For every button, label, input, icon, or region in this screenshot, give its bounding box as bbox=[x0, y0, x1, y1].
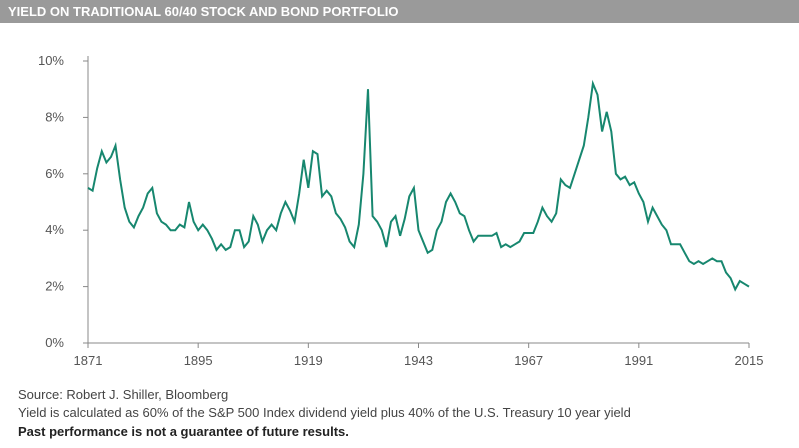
y-tick-label: 6% bbox=[45, 166, 64, 181]
y-tick-label: 2% bbox=[45, 279, 64, 294]
x-tick-label: 1895 bbox=[184, 353, 213, 368]
title-bar bbox=[0, 0, 799, 23]
y-tick-label: 0% bbox=[45, 335, 64, 350]
chart-title: YIELD ON TRADITIONAL 60/40 STOCK AND BON… bbox=[8, 4, 399, 19]
x-tick-label: 1967 bbox=[514, 353, 543, 368]
note: Yield is calculated as 60% of the S&P 50… bbox=[18, 405, 631, 420]
x-tick-label: 1871 bbox=[74, 353, 103, 368]
y-tick-label: 8% bbox=[45, 109, 64, 124]
x-tick-label: 1991 bbox=[624, 353, 653, 368]
y-tick-label: 10% bbox=[38, 53, 64, 68]
source: Source: Robert J. Shiller, Bloomberg bbox=[18, 387, 228, 402]
disclaimer: Past performance is not a guarantee of f… bbox=[18, 424, 349, 439]
x-tick-label: 1919 bbox=[294, 353, 323, 368]
x-tick-label: 1943 bbox=[404, 353, 433, 368]
y-tick-label: 4% bbox=[45, 222, 64, 237]
line bbox=[87, 79, 750, 292]
x-tick-label: 2015 bbox=[735, 353, 764, 368]
